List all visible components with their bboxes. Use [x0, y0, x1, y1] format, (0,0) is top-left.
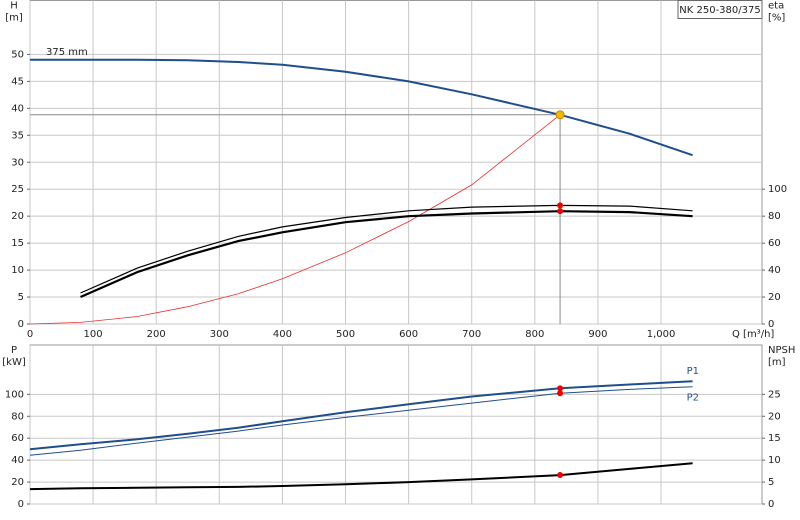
operating-marker	[557, 202, 564, 209]
x-tick-label: 700	[462, 329, 481, 340]
series-line	[80, 210, 693, 299]
y-tick-label: 0	[18, 499, 24, 510]
y-tick-label: 20	[11, 477, 24, 488]
y-tick-label: 60	[11, 433, 24, 444]
y2-tick-label: 25	[768, 389, 781, 400]
y2-axis-label: eta	[768, 1, 784, 12]
y2-tick-label: 10	[768, 455, 781, 466]
y2-tick-label: 15	[768, 433, 781, 444]
series-line	[29, 462, 693, 491]
y-tick-label: 45	[11, 76, 24, 87]
y2-axis-label: NPSH	[768, 345, 795, 356]
y-tick-label: 40	[11, 455, 24, 466]
x-tick-label: 100	[84, 329, 103, 340]
series-line	[29, 114, 561, 325]
x-tick-label: 1,000	[647, 329, 676, 340]
y-tick-label: 10	[11, 265, 24, 276]
x-tick-label: 600	[399, 329, 418, 340]
series-line	[29, 380, 693, 451]
x-tick-label: 300	[210, 329, 229, 340]
operating-marker	[557, 390, 564, 397]
y-tick-label: 35	[11, 130, 24, 141]
series-line	[30, 58, 693, 157]
operating-marker	[557, 472, 564, 479]
y-axis-label: H	[10, 1, 18, 12]
x-tick-label: 900	[588, 329, 607, 340]
y2-tick-label: 5	[768, 477, 774, 488]
y2-tick-label: 0	[768, 499, 774, 510]
series-label: 375 mm	[46, 47, 88, 58]
y-tick-label: 80	[11, 411, 24, 422]
y-tick-label: 0	[18, 319, 24, 330]
y-axis-unit: [m]	[5, 13, 23, 24]
series-label: P1	[687, 366, 699, 377]
plot-frame	[29, 344, 763, 505]
y2-tick-label: 60	[768, 238, 781, 249]
operating-marker	[557, 385, 564, 392]
y2-tick-label: 40	[768, 265, 781, 276]
x-tick-label: 500	[336, 329, 355, 340]
y-tick-label: 40	[11, 103, 24, 114]
y-tick-label: 25	[11, 184, 24, 195]
y-tick-label: 100	[5, 389, 24, 400]
chart-title: NK 250-380/375	[679, 5, 760, 16]
y2-tick-label: 100	[768, 184, 787, 195]
y2-tick-label: 20	[768, 292, 781, 303]
y-tick-label: 5	[18, 292, 24, 303]
operating-point	[555, 110, 565, 120]
y-axis-unit: [kW]	[2, 357, 26, 368]
y2-axis-unit: [%]	[768, 13, 785, 24]
y2-axis-unit: [m]	[768, 357, 786, 368]
y-tick-label: 15	[11, 238, 24, 249]
x-tick-label: 200	[147, 329, 166, 340]
series-label: P2	[687, 393, 699, 404]
y-axis-label: P	[11, 345, 17, 356]
y-tick-label: 30	[11, 157, 24, 168]
x-axis-label: Q [m³/h]	[732, 329, 774, 340]
x-tick-label: 0	[27, 329, 33, 340]
y2-tick-label: 0	[768, 319, 774, 330]
series-line	[29, 386, 693, 456]
x-tick-label: 800	[525, 329, 544, 340]
series-line	[80, 204, 693, 294]
y-tick-label: 50	[11, 49, 24, 60]
x-tick-label: 400	[273, 329, 292, 340]
operating-marker	[557, 208, 564, 215]
y2-tick-label: 80	[768, 211, 781, 222]
y-tick-label: 20	[11, 211, 24, 222]
title-box	[677, 0, 763, 19]
y2-tick-label: 20	[768, 411, 781, 422]
